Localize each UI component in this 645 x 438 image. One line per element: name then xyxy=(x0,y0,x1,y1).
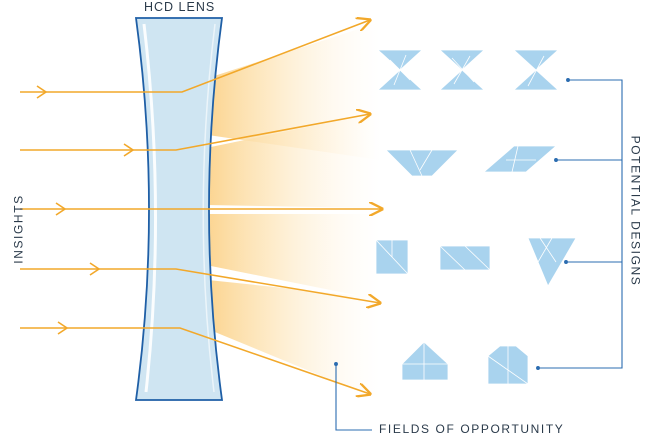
potential-designs-label: POTENTIAL DESIGNS xyxy=(628,135,643,287)
insight-arrows xyxy=(20,20,382,394)
arrow-icon xyxy=(89,262,101,276)
opportunity-field-3 xyxy=(206,214,380,300)
arrow-icon xyxy=(55,202,67,216)
insight-arrow-1 xyxy=(20,20,370,93)
opportunity-field-2 xyxy=(206,112,380,208)
insight-arrow-5 xyxy=(20,327,370,394)
insight-arrow-4 xyxy=(20,268,380,303)
potential-designs xyxy=(375,49,577,385)
arrow-icon xyxy=(57,321,69,335)
insight-arrow-2 xyxy=(20,114,370,151)
tangram-shape-icon xyxy=(401,341,449,381)
tangram-shape-icon xyxy=(439,245,491,271)
tangram-shape-icon xyxy=(385,149,459,177)
insights-label: INSIGHTS xyxy=(11,194,26,264)
opportunity-fields xyxy=(206,22,380,400)
tangram-shape-icon xyxy=(438,49,486,91)
fields-pointer xyxy=(334,362,372,431)
arrow-icon xyxy=(123,143,135,157)
tangram-shape-icon xyxy=(482,145,558,173)
tangram-shape-icon xyxy=(527,237,577,287)
designs-bracket xyxy=(536,78,623,370)
fields-of-opportunity-label: FIELDS OF OPPORTUNITY xyxy=(379,422,565,436)
tangram-shape-icon xyxy=(512,49,560,91)
tangram-shape-icon xyxy=(375,239,409,275)
lens-title: HCD LENS xyxy=(144,0,216,14)
tangram-shape-icon xyxy=(487,345,529,385)
arrow-icon xyxy=(36,85,48,99)
opportunity-field-4 xyxy=(208,280,380,400)
tangram-shape-icon xyxy=(376,49,424,91)
